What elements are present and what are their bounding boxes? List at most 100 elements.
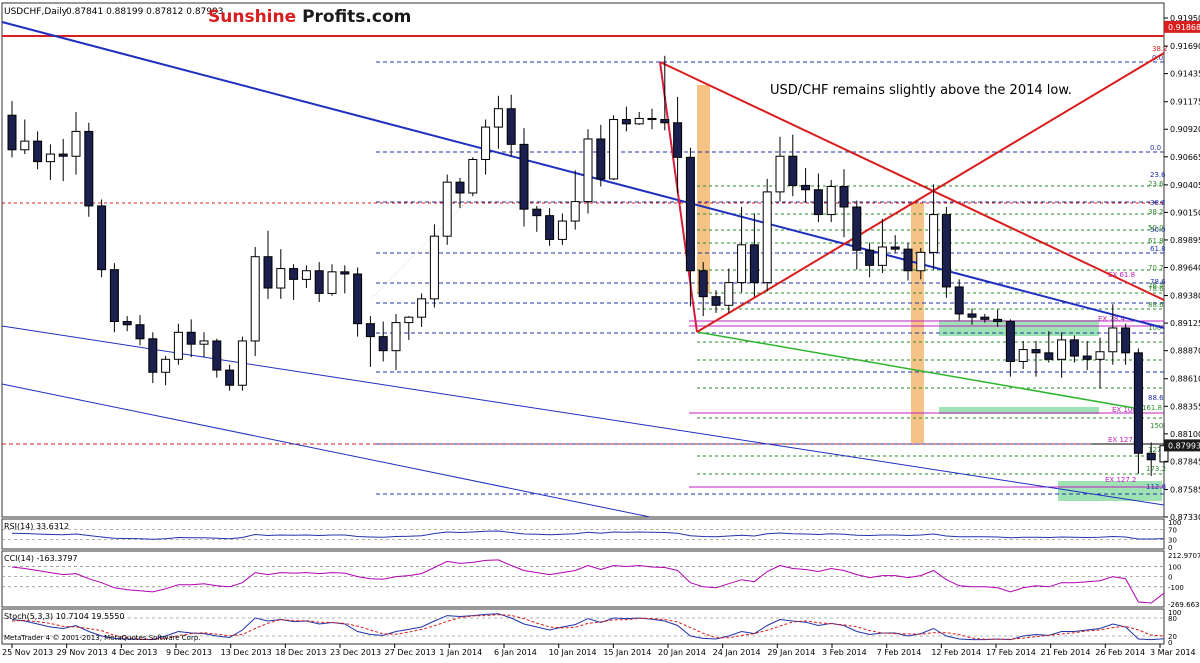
candle [609, 115, 619, 181]
candle [1082, 340, 1092, 371]
main-downtrend-line [1, 21, 1165, 329]
candle-body [865, 249, 875, 266]
candle-body [890, 246, 900, 250]
fib-label: EX 100 [1112, 406, 1137, 414]
candle-body [1108, 327, 1118, 353]
oscillator-tick-label: 20 [1168, 633, 1177, 641]
candle [71, 111, 81, 175]
date-tick-label: 29 Nov 2013 [57, 648, 108, 657]
candle [58, 138, 68, 182]
candle [1044, 331, 1054, 363]
candle [506, 94, 516, 157]
fib-label: 88.6 [1148, 301, 1164, 309]
candle-body [84, 130, 94, 207]
candle [916, 248, 926, 280]
price-tick-label: 0.87330 [1170, 513, 1200, 522]
red-falling-line [659, 61, 1165, 301]
date-tick-label: 3 Mar 2014 [1150, 648, 1196, 657]
price-axis: 0.91950 0.91690 0.91435 0.91175 0.90920 0.906… [1164, 14, 1200, 522]
oscillator-line [11, 559, 1165, 604]
candle-body [506, 108, 516, 145]
brand-profits: Profits.com [302, 7, 411, 27]
price-tick-label: 0.91950 [1170, 14, 1200, 23]
candle [673, 96, 683, 193]
candle [442, 174, 452, 245]
cci-title: CCI(14) -163.3797 [4, 554, 78, 563]
candle [890, 235, 900, 253]
candle-body [340, 271, 350, 275]
candle [378, 321, 388, 362]
candle-body [173, 331, 183, 360]
candle-body [852, 206, 862, 251]
candle-body [711, 296, 721, 306]
highlight-bands [697, 85, 1162, 501]
candle [429, 224, 439, 308]
candle-body [353, 273, 363, 325]
candle-body [929, 214, 939, 253]
fib-label: 70.7 [1148, 264, 1164, 272]
candle [212, 338, 222, 378]
candle [877, 218, 887, 273]
chart-annotation: USD/CHF remains slightly above the 2014 … [770, 83, 1072, 98]
candle [1057, 332, 1067, 378]
fib-label: 50.0 [1148, 224, 1164, 232]
candle [481, 119, 491, 175]
candle-body [609, 119, 619, 180]
price-tick-label: 0.88355 [1170, 402, 1200, 411]
candle [276, 249, 286, 299]
fib-label: 61.8 [1150, 245, 1166, 253]
price-tick-label: 0.91690 [1170, 42, 1200, 51]
candle-body [276, 268, 286, 289]
candle-body [583, 138, 593, 203]
fib-label: 78.6 [1148, 285, 1164, 293]
candle [250, 246, 260, 357]
candle-body [429, 235, 439, 300]
candle [903, 242, 913, 281]
candle [1005, 319, 1015, 377]
candle-body [263, 256, 273, 289]
candle [1133, 348, 1143, 474]
date-tick-label: 23 Dec 2013 [330, 648, 381, 657]
date-tick-label: 12 Feb 2014 [931, 648, 981, 657]
candle [391, 313, 401, 371]
candle-body [1057, 339, 1067, 360]
candle-body [442, 181, 452, 237]
price-tick-label: 0.89125 [1170, 319, 1200, 328]
price-tick-label: 0.88870 [1170, 347, 1200, 356]
candle [173, 323, 183, 365]
candle [353, 267, 363, 337]
rsi-title: RSI(14) 33.6312 [4, 522, 69, 531]
fib-label: 112.8 [1146, 483, 1166, 491]
candle-body [1121, 327, 1131, 354]
fib-label: 50.0 [1150, 226, 1166, 234]
candle-body [186, 331, 196, 345]
candle [749, 213, 759, 297]
candle-body [45, 153, 55, 163]
candle [493, 95, 503, 149]
candle-body [660, 119, 670, 124]
candle [660, 55, 670, 131]
fib-label: 150 [1150, 422, 1163, 430]
candle [698, 262, 708, 317]
fib-label: 127.2 [1148, 446, 1168, 454]
candle [839, 169, 849, 238]
candle [289, 264, 299, 300]
candle [199, 332, 209, 358]
cci-panel [1, 550, 1165, 608]
candle-body [122, 321, 132, 326]
candle-body [58, 153, 68, 157]
candle [33, 131, 43, 170]
price-tick-label: 0.91175 [1170, 98, 1200, 107]
ohlc-values: 0.87841 0.88199 0.87812 0.87993 [66, 7, 223, 17]
candle-body [673, 122, 683, 158]
candle [532, 205, 542, 232]
price-label-bg [1164, 439, 1200, 452]
date-tick-label: 27 Dec 2013 [385, 648, 436, 657]
price-tick-label: 0.87845 [1170, 457, 1200, 466]
fib-label: EX 78.4 [1098, 315, 1126, 323]
fib-label: 38.2 [1150, 199, 1166, 207]
fib-label: 38.2 [1152, 45, 1168, 53]
candle [1121, 323, 1131, 365]
fib-label: 88.6 [1148, 394, 1164, 402]
brand-logo: Sunshine Profits.com [208, 7, 411, 27]
